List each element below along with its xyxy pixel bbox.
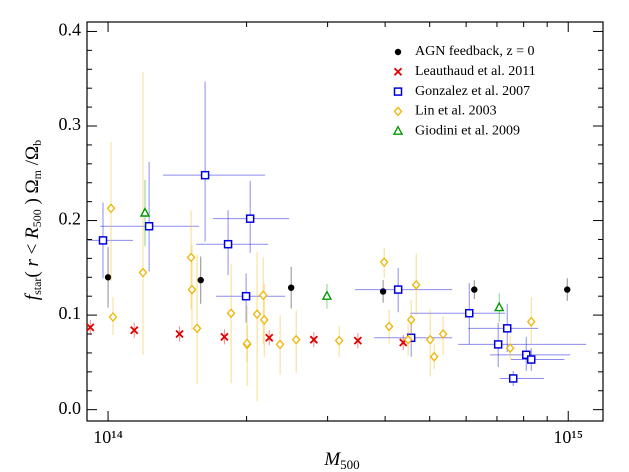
y-label-part: (: [22, 267, 43, 278]
point: [86, 323, 95, 332]
point: [384, 321, 394, 332]
legend-marker: [393, 67, 403, 76]
y-label-part: star: [30, 278, 44, 295]
point: [291, 334, 301, 345]
legend-marker: [392, 125, 404, 135]
legend-label: Lin et al. 2003: [415, 104, 497, 119]
point: [192, 323, 202, 334]
point: [197, 276, 204, 284]
series: [139, 179, 505, 322]
point: [275, 339, 285, 350]
y-tick-label: 0.0: [59, 398, 82, 418]
point: [252, 309, 262, 320]
point: [130, 326, 139, 335]
y-axis-label: fstar( r < R500 ) Ωm /Ωb: [22, 140, 43, 300]
point: [106, 203, 116, 214]
point: [139, 207, 151, 217]
point: [200, 170, 210, 180]
x-label-part: M: [323, 449, 341, 470]
point: [98, 236, 108, 245]
legend-label: Giodini et al. 2009: [415, 123, 520, 138]
point: [334, 335, 344, 346]
y-label-part: r: [22, 259, 43, 267]
point: [223, 239, 233, 249]
point: [508, 374, 518, 383]
x-label-part: 500: [340, 457, 360, 472]
point: [502, 324, 512, 333]
series: [106, 72, 536, 402]
x-tick-label: 10¹⁴: [93, 427, 123, 447]
point: [521, 350, 531, 360]
series: [104, 247, 571, 309]
point: [220, 332, 229, 341]
legend-marker: [393, 87, 403, 96]
point: [259, 314, 269, 325]
series: [86, 319, 408, 351]
point: [353, 336, 362, 345]
point: [226, 308, 236, 319]
legend-marker: [393, 106, 403, 117]
series: [88, 81, 587, 387]
y-label-part: R: [22, 227, 43, 240]
legend-label: AGN feedback, z = 0: [415, 44, 534, 59]
point: [526, 355, 536, 364]
point: [564, 286, 571, 293]
y-label-part: b: [30, 140, 44, 146]
point: [321, 290, 333, 300]
point: [403, 334, 413, 345]
y-tick-label: 0.4: [59, 20, 82, 40]
point: [104, 274, 112, 281]
point: [138, 267, 148, 278]
point: [471, 286, 478, 293]
y-label-part: f: [22, 292, 43, 300]
y-tick-label: 0.2: [59, 209, 82, 229]
point: [465, 308, 474, 318]
legend-label: Leauthaud et al. 2011: [415, 64, 536, 79]
point: [425, 334, 435, 345]
point: [411, 279, 421, 290]
point: [265, 333, 274, 342]
point: [187, 284, 197, 295]
point: [526, 316, 536, 327]
legend-marker: [394, 48, 402, 56]
legend-label: Gonzalez et al. 2007: [415, 84, 530, 99]
y-label-part: <: [22, 239, 43, 259]
x-axis-label: M500: [323, 449, 359, 472]
point: [186, 252, 196, 263]
point: [406, 314, 416, 325]
x-tick-label: 10¹⁵: [553, 427, 583, 447]
point: [287, 284, 295, 291]
point: [242, 338, 252, 349]
point: [505, 343, 515, 354]
point: [379, 288, 387, 295]
point: [493, 340, 503, 349]
point: [108, 312, 118, 322]
point: [245, 214, 255, 223]
plot-frame: [86, 21, 604, 422]
point: [144, 221, 154, 231]
y-tick-label: 0.3: [59, 114, 82, 134]
point: [393, 285, 403, 294]
point: [258, 290, 268, 301]
point: [494, 301, 505, 312]
y-label-part: 500: [30, 209, 44, 227]
point: [309, 335, 318, 344]
point: [241, 291, 251, 301]
y-label-part: m: [30, 169, 44, 179]
point: [438, 329, 448, 340]
y-label-part: /Ω: [22, 146, 43, 170]
y-tick-label: 0.1: [59, 303, 82, 323]
point: [379, 257, 389, 268]
y-label-part: ) Ω: [22, 179, 43, 209]
point: [429, 351, 439, 362]
point: [175, 329, 184, 339]
